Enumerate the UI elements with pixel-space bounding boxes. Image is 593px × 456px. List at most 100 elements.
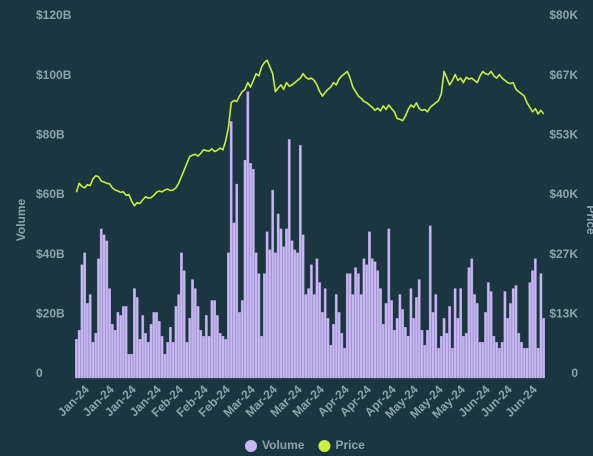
volume-bar [392,330,396,379]
volume-bar [334,294,338,379]
volume-bar [210,300,214,379]
volume-bar [293,249,297,379]
volume-bar [102,234,106,379]
volume-bar [119,315,122,379]
volume-bar [462,336,465,379]
volume-bar [359,294,363,379]
volume-bar [451,347,454,379]
volume-bar [191,279,194,379]
volume-bar [520,342,523,379]
y2-tick-label: 0 [571,366,578,380]
volume-bar [133,288,136,379]
volume-bar [492,336,496,379]
volume-bar [116,312,120,379]
volume-bar [390,300,393,379]
volume-bar [354,267,357,379]
volume-bar [77,330,81,379]
legend-swatch [245,440,257,452]
volume-bar [528,282,532,379]
volume-bar [340,333,344,379]
volume-bar [426,330,429,379]
volume-bar [207,336,211,379]
volume-bar [185,342,189,379]
y2-tick-label: $67K [549,68,578,82]
y2-axis-title: Price [584,205,593,235]
volume-bar [204,315,208,379]
y-tick-label: $100B [36,68,72,82]
y-tick-label: 0 [36,366,43,380]
volume-bar [169,327,172,379]
volume-bar [348,273,352,379]
volume-bar [75,339,78,379]
volume-bar [509,303,512,379]
volume-bar [357,273,360,379]
volume-bar [232,222,236,379]
volume-bar [500,342,504,379]
volume-bar [296,252,299,379]
volume-bar [387,228,391,379]
volume-bar [229,121,233,379]
volume-bar [276,213,280,379]
volume-bar [467,267,471,379]
volume-bar [312,294,316,379]
volume-bar [110,324,114,379]
volume-bar [343,347,346,379]
y-tick-label: $120B [36,8,72,22]
volume-bar [511,288,515,379]
volume-bar [298,145,302,379]
volume-bar [376,270,380,379]
volume-bar [365,264,369,379]
volume-bar [495,342,498,379]
volume-bar [127,353,131,379]
volume-bar [146,342,150,379]
y-tick-label: $40B [36,247,65,261]
volume-bar [368,231,371,379]
volume-bar [88,294,92,379]
y2-tick-label: $53K [549,128,578,142]
y-tick-label: $60B [36,187,65,201]
volume-bar [141,315,145,379]
volume-bar [514,285,518,379]
volume-bar [265,231,269,379]
volume-bar [486,282,490,379]
volume-bar [155,312,158,379]
volume-bar [290,240,294,379]
volume-bar [94,333,98,379]
y-tick-label: $80B [36,128,65,142]
volume-bar [221,336,225,379]
volume-bar [254,252,258,379]
volume-bar [370,258,374,379]
volume-bar [240,300,244,379]
volume-bar [135,297,139,379]
volume-bar [431,312,435,379]
volume-bar [420,330,424,379]
volume-bar [503,291,507,379]
volume-bar [144,333,147,379]
volume-bar [260,336,263,379]
volume-bar [332,324,335,379]
volume-bar [130,353,134,379]
volume-bar [381,324,385,379]
volume-bar [249,162,252,379]
volume-bar [152,312,156,379]
volume-bar [268,249,272,379]
volume-bar [525,347,529,379]
volume-bar [437,347,440,379]
volume-bar [321,312,324,379]
volume-bar [351,294,355,379]
volume-bar [406,336,410,379]
volume-bar [238,312,241,379]
volume-bar [243,160,247,379]
y-tick-label: $20B [36,307,65,321]
volume-bar [379,288,382,379]
volume-bar [542,318,545,379]
volume-bar [478,342,482,379]
volume-bar [86,303,89,379]
legend-swatch [318,440,331,452]
volume-bar [459,288,463,379]
volume-bar [310,264,313,379]
volume-bar [227,252,230,379]
volume-bar [484,312,487,379]
volume-bar [282,246,286,379]
